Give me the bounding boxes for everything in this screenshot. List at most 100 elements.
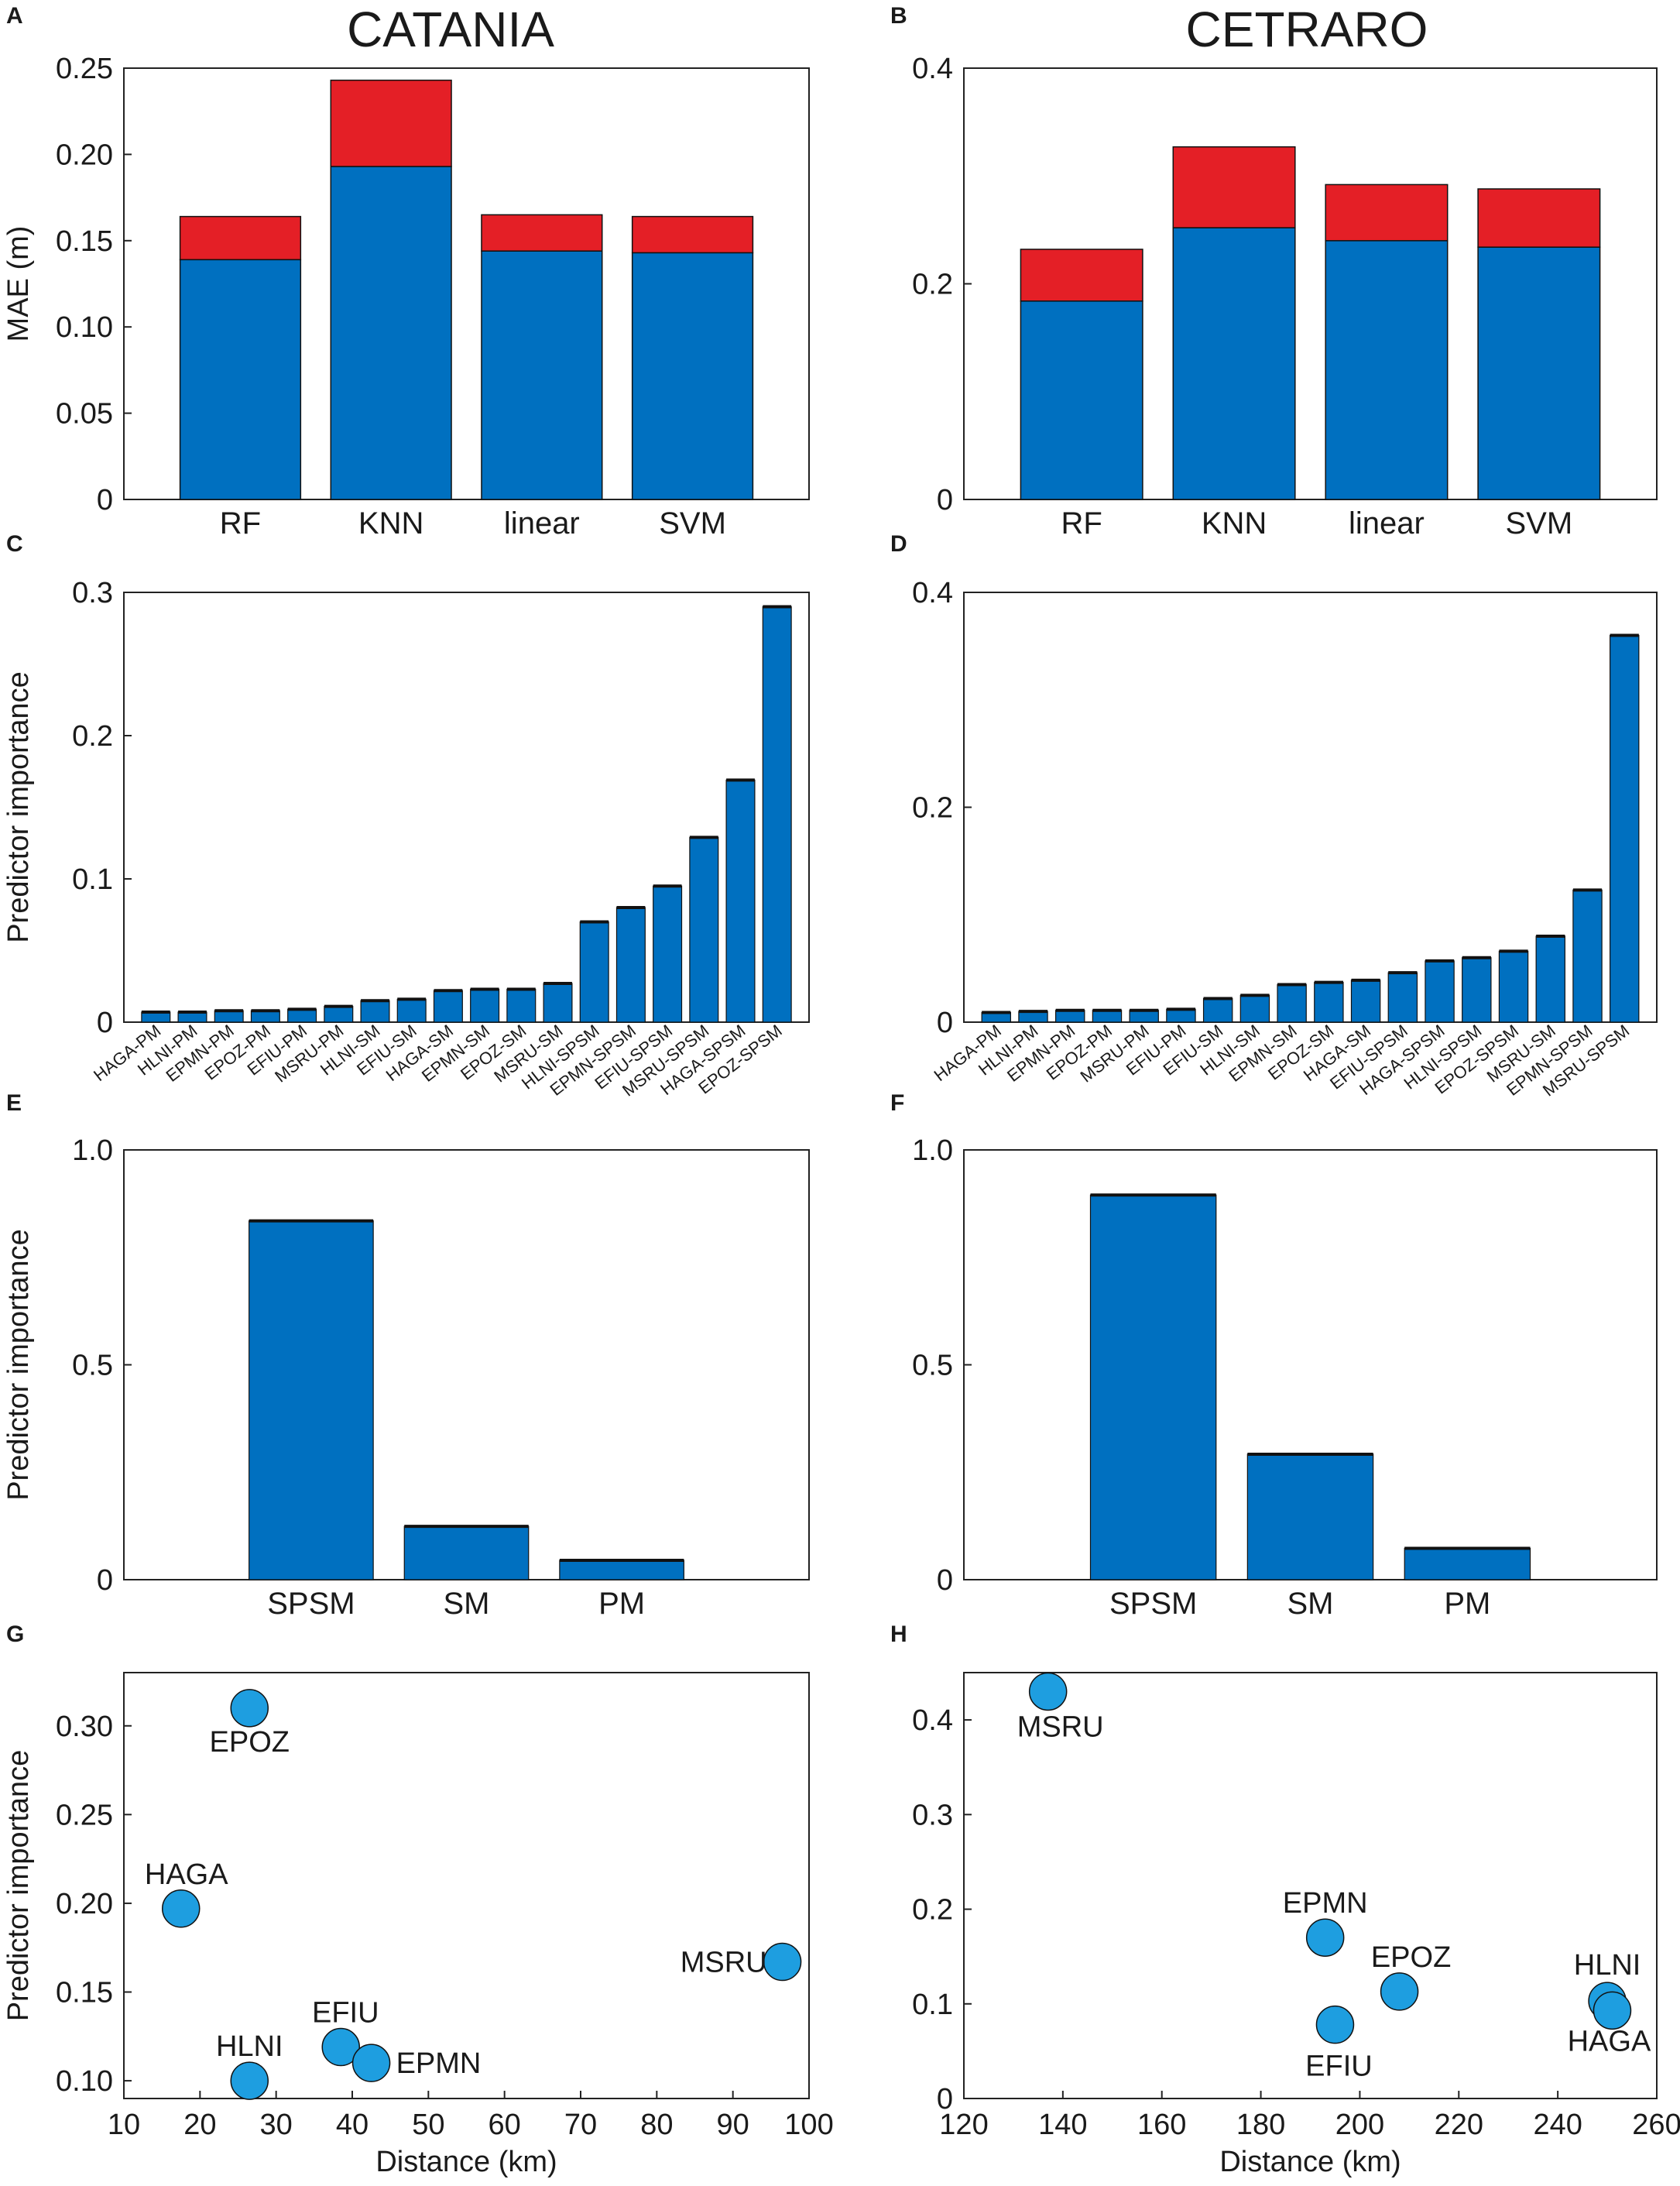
panel-h-ytick-label: 0.1 <box>912 1989 953 2021</box>
panel-h-point-label: HAGA <box>1568 2025 1651 2057</box>
panel-c-bar <box>214 1010 244 1023</box>
panel-c-letter: C <box>6 531 23 557</box>
panel-d-ytick-label: 0.4 <box>912 577 953 609</box>
panel-h-point-epmn <box>1305 1918 1345 1957</box>
panel-d-bar <box>1202 997 1233 1023</box>
panel-f-ytick-label: 0.5 <box>912 1350 953 1382</box>
panel-b-xtick-label: RF <box>1061 506 1102 540</box>
panel-h-point-label: EPMN <box>1283 1887 1368 1920</box>
panel-g-xtick-label: 100 <box>784 2109 833 2141</box>
panel-g-point-label: HLNI <box>216 2030 283 2063</box>
panel-e-ylabel: Predictor importance <box>2 1229 35 1501</box>
panel-h-frame <box>963 1672 1658 2099</box>
panel-g-ylabel: Predictor importance <box>2 1750 35 2022</box>
panel-c-bar <box>653 885 683 1023</box>
site-title-catania: CATANIA <box>347 2 554 57</box>
panel-d-bar <box>1166 1008 1196 1023</box>
panel-g-xtick-label: 40 <box>336 2109 369 2141</box>
panel-c-bar <box>725 779 756 1023</box>
panel-d-bar <box>1572 889 1603 1023</box>
panel-d-bar <box>1350 980 1381 1023</box>
panel-d-bar <box>1129 1010 1159 1023</box>
panel-g-point-label: MSRU <box>681 1947 767 1979</box>
panel-a-ytick-label: 0.20 <box>56 139 113 171</box>
panel-g-ytick-label: 0.25 <box>56 1799 113 1831</box>
panel-d-bar <box>1425 960 1455 1023</box>
panel-b-xtick-label: SVM <box>1506 506 1573 540</box>
panel-b-bar-top <box>1477 188 1601 248</box>
panel-e-ytick-label: 0 <box>97 1564 113 1597</box>
panel-a-bar-base <box>330 166 452 500</box>
panel-d-bar <box>1239 994 1270 1023</box>
panel-g-ytick-label: 0.20 <box>56 1888 113 1920</box>
panel-e-ytick-label: 0.5 <box>72 1350 113 1382</box>
panel-b-bar-base <box>1020 300 1143 500</box>
panel-c-ylabel: Predictor importance <box>2 671 35 943</box>
panel-c-ytick-label: 0.2 <box>72 720 113 753</box>
panel-h-xtick-label: 260 <box>1632 2109 1680 2141</box>
panel-g-ytick-label: 0.10 <box>56 2065 113 2098</box>
panel-b-bar-top <box>1020 249 1143 302</box>
panel-a-bar-top <box>179 215 302 261</box>
panel-b-ytick-label: 0 <box>937 484 953 516</box>
panel-g-xtick-label: 30 <box>260 2109 293 2141</box>
panel-g-point-label: EPMN <box>396 2047 482 2080</box>
panel-e-xtick-label: SM <box>444 1587 490 1621</box>
panel-c-bar <box>615 907 646 1023</box>
panel-h-ytick-label: 0.3 <box>912 1799 953 1831</box>
panel-e-bar <box>559 1560 684 1580</box>
panel-e-frame <box>123 1149 810 1580</box>
panel-b-bar-base <box>1172 227 1296 500</box>
panel-g-point-label: HAGA <box>145 1858 228 1891</box>
panel-g-xlabel: Distance (km) <box>375 2146 557 2178</box>
panel-a-xtick-label: linear <box>504 506 580 540</box>
panel-g-xtick-label: 20 <box>183 2109 216 2141</box>
panel-e-xtick-label: PM <box>598 1587 645 1621</box>
panel-c-bar <box>543 983 573 1023</box>
panel-g-xtick-label: 10 <box>108 2109 140 2141</box>
panel-c-bar <box>762 606 792 1023</box>
panel-g-point-epoz <box>230 1689 269 1728</box>
panel-e-bar <box>403 1525 530 1580</box>
panel-d-bar <box>1535 935 1565 1023</box>
panel-a-ytick-label: 0.15 <box>56 225 113 258</box>
panel-a-ytick-label: 0.25 <box>56 53 113 85</box>
panel-f-xtick-label: SPSM <box>1109 1587 1197 1621</box>
panel-g-point-epmn <box>351 2044 391 2082</box>
panel-h-xtick-label: 160 <box>1137 2109 1186 2141</box>
panel-h-ytick-label: 0.2 <box>912 1894 953 1927</box>
panel-c-bar <box>360 1000 390 1023</box>
panel-c-bar <box>324 1006 354 1023</box>
panel-c-bar <box>287 1008 317 1023</box>
panel-c-frame <box>123 592 810 1023</box>
panel-h-xtick-label: 200 <box>1335 2109 1384 2141</box>
panel-f-xtick-label: SM <box>1287 1587 1334 1621</box>
panel-g-xtick-label: 80 <box>640 2109 673 2141</box>
panel-h-xtick-label: 140 <box>1038 2109 1087 2141</box>
panel-h-point-label: EFIU <box>1305 2050 1373 2083</box>
panel-d-bar <box>1314 982 1344 1023</box>
panel-d-bar <box>1610 634 1640 1023</box>
panel-g-point-label: EPOZ <box>210 1726 290 1759</box>
panel-h-letter: H <box>890 1621 907 1647</box>
panel-d-bar <box>1462 957 1492 1023</box>
panel-g-point-label: EFIU <box>312 1997 379 2030</box>
panel-g-point-haga <box>162 1889 201 1928</box>
panel-c-ytick-label: 0.3 <box>72 577 113 609</box>
panel-a-xtick-label: RF <box>220 506 261 540</box>
panel-c-bar <box>579 921 609 1023</box>
panel-a-ylabel: MAE (m) <box>2 226 35 342</box>
panel-a-bar-base <box>631 252 754 500</box>
panel-h-ytick-label: 0 <box>937 2083 953 2116</box>
panel-e-bar <box>249 1220 374 1580</box>
panel-b-bar-base <box>1325 240 1449 500</box>
panel-g-xtick-label: 60 <box>489 2109 521 2141</box>
panel-h-xlabel: Distance (km) <box>1219 2146 1401 2178</box>
panel-c-bar <box>433 990 463 1023</box>
panel-b-ytick-label: 0.4 <box>912 53 953 85</box>
panel-h-xtick-label: 120 <box>939 2109 988 2141</box>
panel-g-xtick-label: 90 <box>717 2109 749 2141</box>
panel-a-letter: A <box>6 3 23 29</box>
panel-d-bar <box>1277 983 1307 1023</box>
panel-f-xtick-label: PM <box>1444 1587 1490 1621</box>
